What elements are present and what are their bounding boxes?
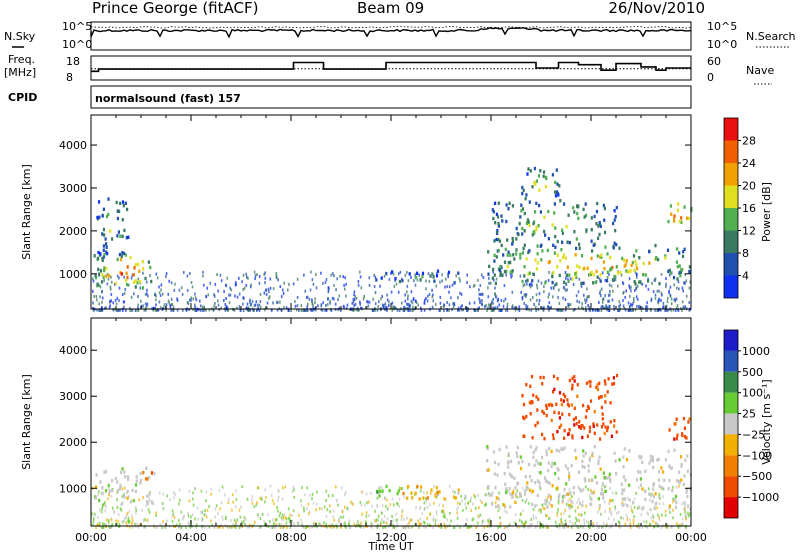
power-colorbar-tick-label: 8 (742, 247, 749, 260)
ytick-label: 4000 (59, 139, 87, 152)
xtick-label: 08:00 (275, 531, 307, 544)
power-colorbar-tick-label: 28 (742, 135, 756, 148)
noise-tick-hi-right: 10^5 (707, 20, 737, 33)
nave-tick-hi: 60 (707, 55, 721, 68)
date-title: 26/Nov/2010 (608, 0, 705, 17)
velocity-heatmap (91, 373, 693, 529)
nsearch-label: N.Search (746, 30, 796, 43)
ytick-label: 1000 (59, 482, 87, 495)
velocity-colorbar-tick-label: 100 (742, 387, 763, 400)
velocity-colorbar: 1000 500 100 25 −25 −100 −500 −1000 (723, 329, 779, 519)
velocity-colorbar-segment (724, 392, 738, 414)
velocity-colorbar-segment (724, 371, 738, 393)
ytick-label: 3000 (59, 182, 87, 195)
ytick-label: 3000 (59, 390, 87, 403)
xtick-label: 00:00 (75, 531, 107, 544)
power-colorbar: 4 8 12 16 20 24 28 (723, 117, 756, 299)
power-colorbar-tick-label: 16 (742, 202, 756, 215)
velocity-colorbar-tick-label: 25 (742, 408, 756, 421)
power-colorbar-segment (724, 163, 738, 186)
noise-search-trace (90, 26, 692, 29)
cpid-panel (90, 85, 692, 109)
power-colorbar-label: Power [dB] (760, 182, 773, 242)
velocity-colorbar-tick-label: −100 (742, 449, 772, 462)
velocity-ylabel: Slant Range [km] (20, 374, 33, 470)
velocity-colorbar-segment (724, 330, 738, 351)
velocity-colorbar-segment (724, 413, 738, 435)
freq-trace (91, 61, 691, 73)
ytick-label: 4000 (59, 344, 87, 357)
velocity-colorbar-segment (724, 350, 738, 372)
freq-label: Freq. (8, 53, 35, 66)
velocity-colorbar-segment (724, 497, 738, 518)
power-colorbar-tick-label: 24 (742, 157, 756, 170)
freq-traces (91, 61, 691, 73)
cpid-label: CPID (8, 91, 37, 104)
noise-tick-lo-right: 10^0 (707, 38, 737, 51)
power-colorbar-segment (724, 140, 738, 163)
ytick-label: 1000 (59, 268, 87, 281)
xtick-label: 20:00 (575, 531, 607, 544)
freq-unit-label: [MHz] (4, 66, 36, 79)
power-ylabel: Slant Range [km] (20, 164, 33, 260)
nave-tick-lo: 0 (707, 71, 714, 84)
freq-tick-lo: 8 (66, 71, 73, 84)
ytick-label: 2000 (59, 436, 87, 449)
power-colorbar-segment (724, 253, 738, 276)
xtick-label: 12:00 (375, 531, 407, 544)
xtick-label: 16:00 (475, 531, 507, 544)
velocity-colorbar-segment (724, 455, 738, 477)
power-colorbar-segment (724, 208, 738, 231)
velocity-colorbar-tick-label: −25 (742, 428, 765, 441)
velocity-colorbar-tick-label: −500 (742, 470, 772, 483)
power-colorbar-segment (724, 185, 738, 208)
velocity-axes: 1000 2000 3000 4000 00:00 04:00 08:00 12:00 16:0… (59, 318, 707, 544)
beam-title: Beam 09 (357, 0, 424, 17)
xtick-label: 04:00 (175, 531, 207, 544)
nave-label: Nave (746, 64, 774, 77)
xtick-label: 00:00 (675, 531, 707, 544)
station-title: Prince George (fitACF) (92, 0, 258, 17)
velocity-colorbar-segment (724, 476, 738, 498)
power-colorbar-segment (724, 118, 738, 141)
velocity-colorbar-tick-label: 1000 (742, 345, 770, 358)
velocity-colorbar-tick-label: 500 (742, 366, 763, 379)
velocity-colorbar-tick-label: −1000 (742, 491, 779, 504)
noise-panel (90, 21, 692, 51)
power-colorbar-segment (724, 275, 738, 298)
noise-traces (90, 26, 692, 39)
velocity-colorbar-segment (724, 434, 738, 456)
noise-sky-trace (90, 26, 692, 39)
power-colorbar-tick-label: 12 (742, 225, 756, 238)
power-colorbar-segment (724, 230, 738, 253)
velocity-colorbar-label: Velocity [m s⁻¹] (760, 379, 773, 464)
power-axes: 1000 2000 3000 4000 (59, 115, 692, 309)
power-panel-bg (91, 115, 691, 309)
ytick-label: 2000 (59, 225, 87, 238)
program-label: normalsound (fast) 157 (95, 92, 241, 105)
freq-tick-hi: 18 (66, 55, 80, 68)
noise-tick-hi-left: 10^5 (62, 20, 92, 33)
time-xlabel: Time UT (367, 540, 413, 553)
velocity-colorbar-frame (723, 329, 739, 519)
power-colorbar-tick-label: 4 (742, 270, 749, 283)
power-colorbar-tick-label: 20 (742, 180, 756, 193)
power-heatmap (91, 166, 693, 312)
nsky-label: N.Sky (4, 30, 36, 43)
noise-tick-lo-left: 10^0 (62, 38, 92, 51)
